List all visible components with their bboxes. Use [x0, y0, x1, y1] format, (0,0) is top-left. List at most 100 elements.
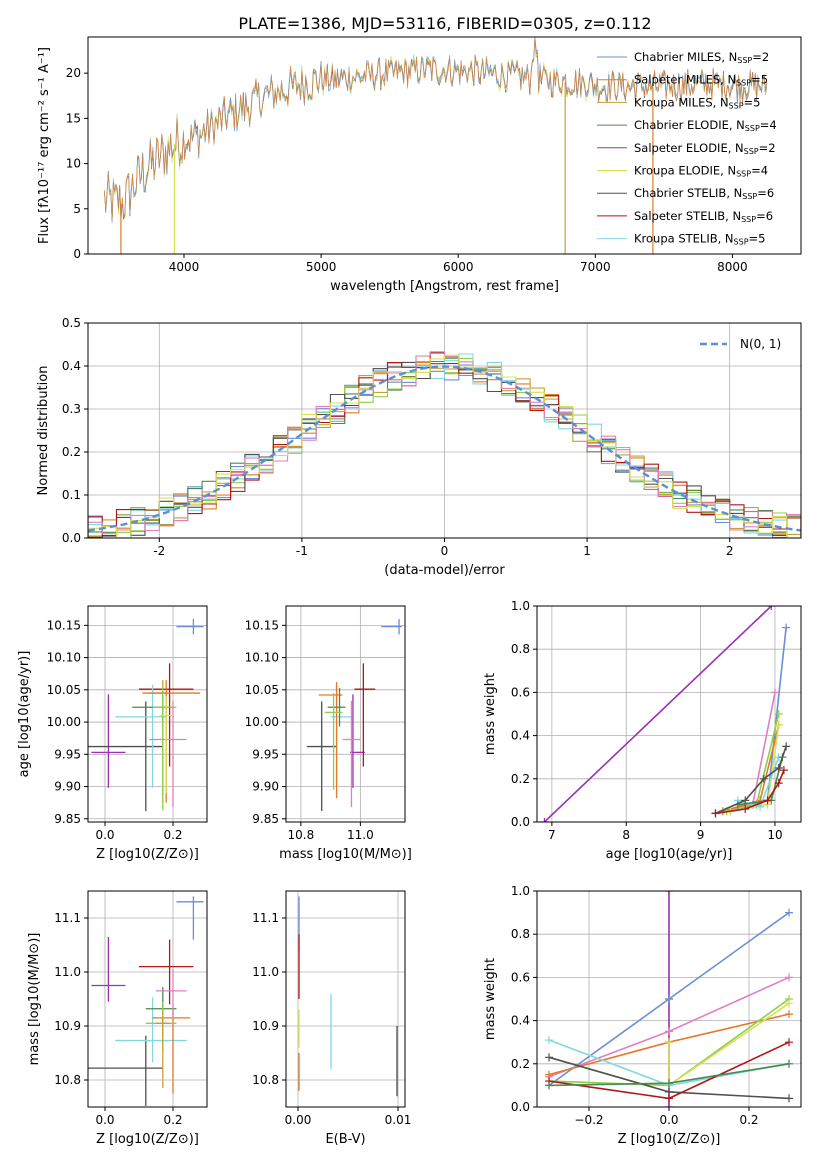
weight-marker-salpeter_elodie	[767, 606, 776, 610]
age_vs_mass-frame	[285, 605, 406, 823]
spectrum-xtick-label: 6000	[443, 260, 474, 274]
mass_vs_Z-xtick-label: 0.2	[163, 1113, 182, 1127]
mass_vs_Z-plot-area	[88, 891, 207, 1107]
weight-line-chabrier_miles	[668, 911, 790, 1000]
age_vs_Z-marks	[88, 618, 204, 812]
weight-marker-kroupa_stelib	[756, 802, 765, 811]
weight-marker-chabrier_stelib	[785, 1094, 793, 1103]
mass_vs_Z-panel: 0.0 0.2 10.8 10.9 11.0 11.1 Z [log10(Z/Z⊙)] mas…	[27, 890, 208, 1147]
mass_vs_Z-ytick-label: 11.0	[54, 965, 81, 979]
age_vs_Z-ytick-label: 9.85	[54, 812, 81, 826]
age_vs_Z-plot-area	[88, 606, 207, 822]
age_vs_mass-ytick-label: 10.05	[245, 683, 279, 697]
age_vs_mass-marks	[306, 618, 403, 812]
age_vs_Z-ytick-label: 10.05	[47, 683, 81, 697]
mass_vs_Z-ytick-label: 11.1	[54, 911, 81, 925]
spectrum-frame	[87, 36, 802, 255]
residuals-xtick-label: -1	[296, 544, 308, 558]
residual-histogram-kroupa_elodie	[88, 354, 801, 538]
mass_vs_ebv-xlabel: E(B-V)	[325, 1132, 365, 1147]
weight-marker-salpeter_stelib	[741, 805, 750, 814]
mass_weight_vs_age-xtick-label: 10	[767, 828, 782, 842]
age_vs_Z-ytick-label: 10.15	[47, 618, 81, 632]
age_vs_mass-plot-area	[286, 606, 405, 822]
mass_vs_Z-frame	[87, 890, 208, 1108]
spectrum-xtick-label: 5000	[306, 260, 337, 274]
age_vs_mass-ytick-label: 9.90	[252, 780, 279, 794]
age_vs_Z-frame	[87, 605, 208, 823]
weight-marker-chabrier_stelib	[782, 742, 791, 751]
mass_vs_ebv-xtick-label: 0.01	[385, 1113, 412, 1127]
age_vs_Z-ylabel: age [log10(age/yr)]	[17, 651, 32, 778]
spectrum-ylabel: Flux [fλ10⁻¹⁷ erg cm⁻² s⁻¹ A⁻¹]	[37, 47, 52, 244]
mass_vs_ebv-frame	[285, 890, 406, 1108]
legend-entry: Salpeter MILES, NSSP=5	[634, 73, 768, 88]
age_vs_mass-ytick-label: 10.15	[245, 618, 279, 632]
weight-marker-chabrier_stelib	[759, 774, 768, 783]
residuals-ytick-label: 0.0	[62, 531, 81, 545]
mass_weight_vs_Z-ylabel: mass weight	[483, 958, 498, 1040]
mass_weight_vs_age-ytick-label: 1.0	[511, 599, 530, 613]
legend-entry: Salpeter STELIB, NSSP=6	[634, 209, 773, 224]
weight-marker-pink	[785, 973, 793, 982]
mass_vs_Z-ytick-label: 10.9	[54, 1019, 81, 1033]
age_vs_Z-ytick-label: 10.10	[47, 651, 81, 665]
age_vs_mass-ytick-label: 9.85	[252, 812, 279, 826]
mass_weight_vs_age-xtick-label: 8	[622, 828, 630, 842]
legend-entry: Kroupa MILES, NSSP=5	[634, 95, 760, 110]
mass_weight_vs_Z-ytick-label: 0.4	[511, 1014, 530, 1028]
age_vs_Z-xtick-label: 0.0	[95, 828, 114, 842]
mass_weight_vs_age-panel: 7 8 9 10 0.0 0.2 0.4 0.6 0.8 1.0 age [log10(age/yr…	[483, 599, 802, 862]
weight-marker-salpeter_stelib	[665, 1094, 673, 1103]
mass_weight_vs_age-ytick-label: 0.0	[511, 815, 530, 829]
mass_weight_vs_age-xtick-label: 9	[697, 828, 705, 842]
residuals-ytick-label: 0.4	[62, 359, 81, 373]
spectrum-ytick-label: 20	[66, 66, 81, 80]
age_vs_mass-xlabel: mass [log10(M/M⊙)]	[279, 847, 412, 862]
mass_weight_vs_age-frame	[536, 605, 802, 823]
residuals-xtick-label: 0	[441, 544, 449, 558]
residuals-ytick-label: 0.1	[62, 488, 81, 502]
age_vs_Z-ytick-label: 10.00	[47, 715, 81, 729]
age_vs_Z-panel: 0.0 0.2 9.85 9.90 9.95 10.00 10.05 10.10 10.15 Z …	[17, 605, 208, 862]
mass_weight_vs_age-ytick-label: 0.8	[511, 642, 530, 656]
weight-line-salpeter_elodie	[543, 606, 772, 822]
spectrum-line-salpeter_miles	[104, 38, 767, 222]
weight-marker-chabrier_elodie	[665, 1079, 673, 1088]
residuals-ytick-label: 0.5	[62, 316, 81, 330]
mass_vs_ebv-panel: 0.00 0.01 10.8 10.9 11.0 11.1 E(B-V)	[252, 890, 412, 1147]
age_vs_mass-ytick-label: 10.00	[245, 715, 279, 729]
mass_weight_vs_age-ytick-label: 0.2	[511, 772, 530, 786]
weight-marker-kroupa_elodie	[774, 720, 783, 729]
mass_vs_ebv-ytick-label: 10.8	[252, 1073, 279, 1087]
mass_weight_vs_age-xlabel: age [log10(age/yr)]	[606, 847, 733, 862]
weight-marker-salpeter_elodie	[665, 891, 673, 895]
weight-marker-chabrier_stelib	[545, 1053, 553, 1062]
weight-marker-salpeter_stelib	[779, 766, 788, 775]
weight-marker-kroupa_stelib	[545, 1036, 553, 1045]
mass_vs_Z-xlabel: Z [log10(Z/Z⊙)]	[96, 1132, 199, 1147]
residuals-xtick-label: -2	[153, 544, 165, 558]
age_vs_Z-ytick-label: 9.95	[54, 747, 81, 761]
legend-entry: Kroupa ELODIE, NSSP=4	[634, 164, 768, 179]
mass_weight_vs_Z-xtick-label: −0.2	[574, 1113, 603, 1127]
mass_vs_ebv-xtick-label: 0.00	[285, 1113, 312, 1127]
mass_vs_ebv-ytick-label: 11.0	[252, 965, 279, 979]
mass_weight_vs_Z-marks	[545, 891, 793, 1107]
spectrum-panel: 4000 5000 6000 7000 8000 0 5 10 15 20 wavelength […	[37, 36, 802, 294]
mass_weight_vs_Z-ytick-label: 0.8	[511, 927, 530, 941]
residuals-xlabel: (data-model)/error	[384, 563, 505, 578]
age_vs_mass-xtick-label: 11.0	[347, 828, 374, 842]
spectrum-ytick-label: 5	[73, 202, 81, 216]
mass_weight_vs_Z-xtick-label: 0.2	[739, 1113, 758, 1127]
mass_weight_vs_Z-ytick-label: 0.6	[511, 970, 530, 984]
mass_weight_vs_age-ytick-label: 0.4	[511, 729, 530, 743]
weight-marker-salpeter_stelib	[711, 809, 720, 818]
legend-entry: Chabrier ELODIE, NSSP=4	[634, 118, 777, 133]
age_vs_Z-ytick-label: 9.90	[54, 780, 81, 794]
mass_vs_Z-ytick-label: 10.8	[54, 1073, 81, 1087]
mass_weight_vs_Z-xlabel: Z [log10(Z/Z⊙)]	[618, 1132, 721, 1147]
mass_weight_vs_age-ylabel: mass weight	[483, 673, 498, 755]
age_vs_Z-xtick-label: 0.2	[163, 828, 182, 842]
